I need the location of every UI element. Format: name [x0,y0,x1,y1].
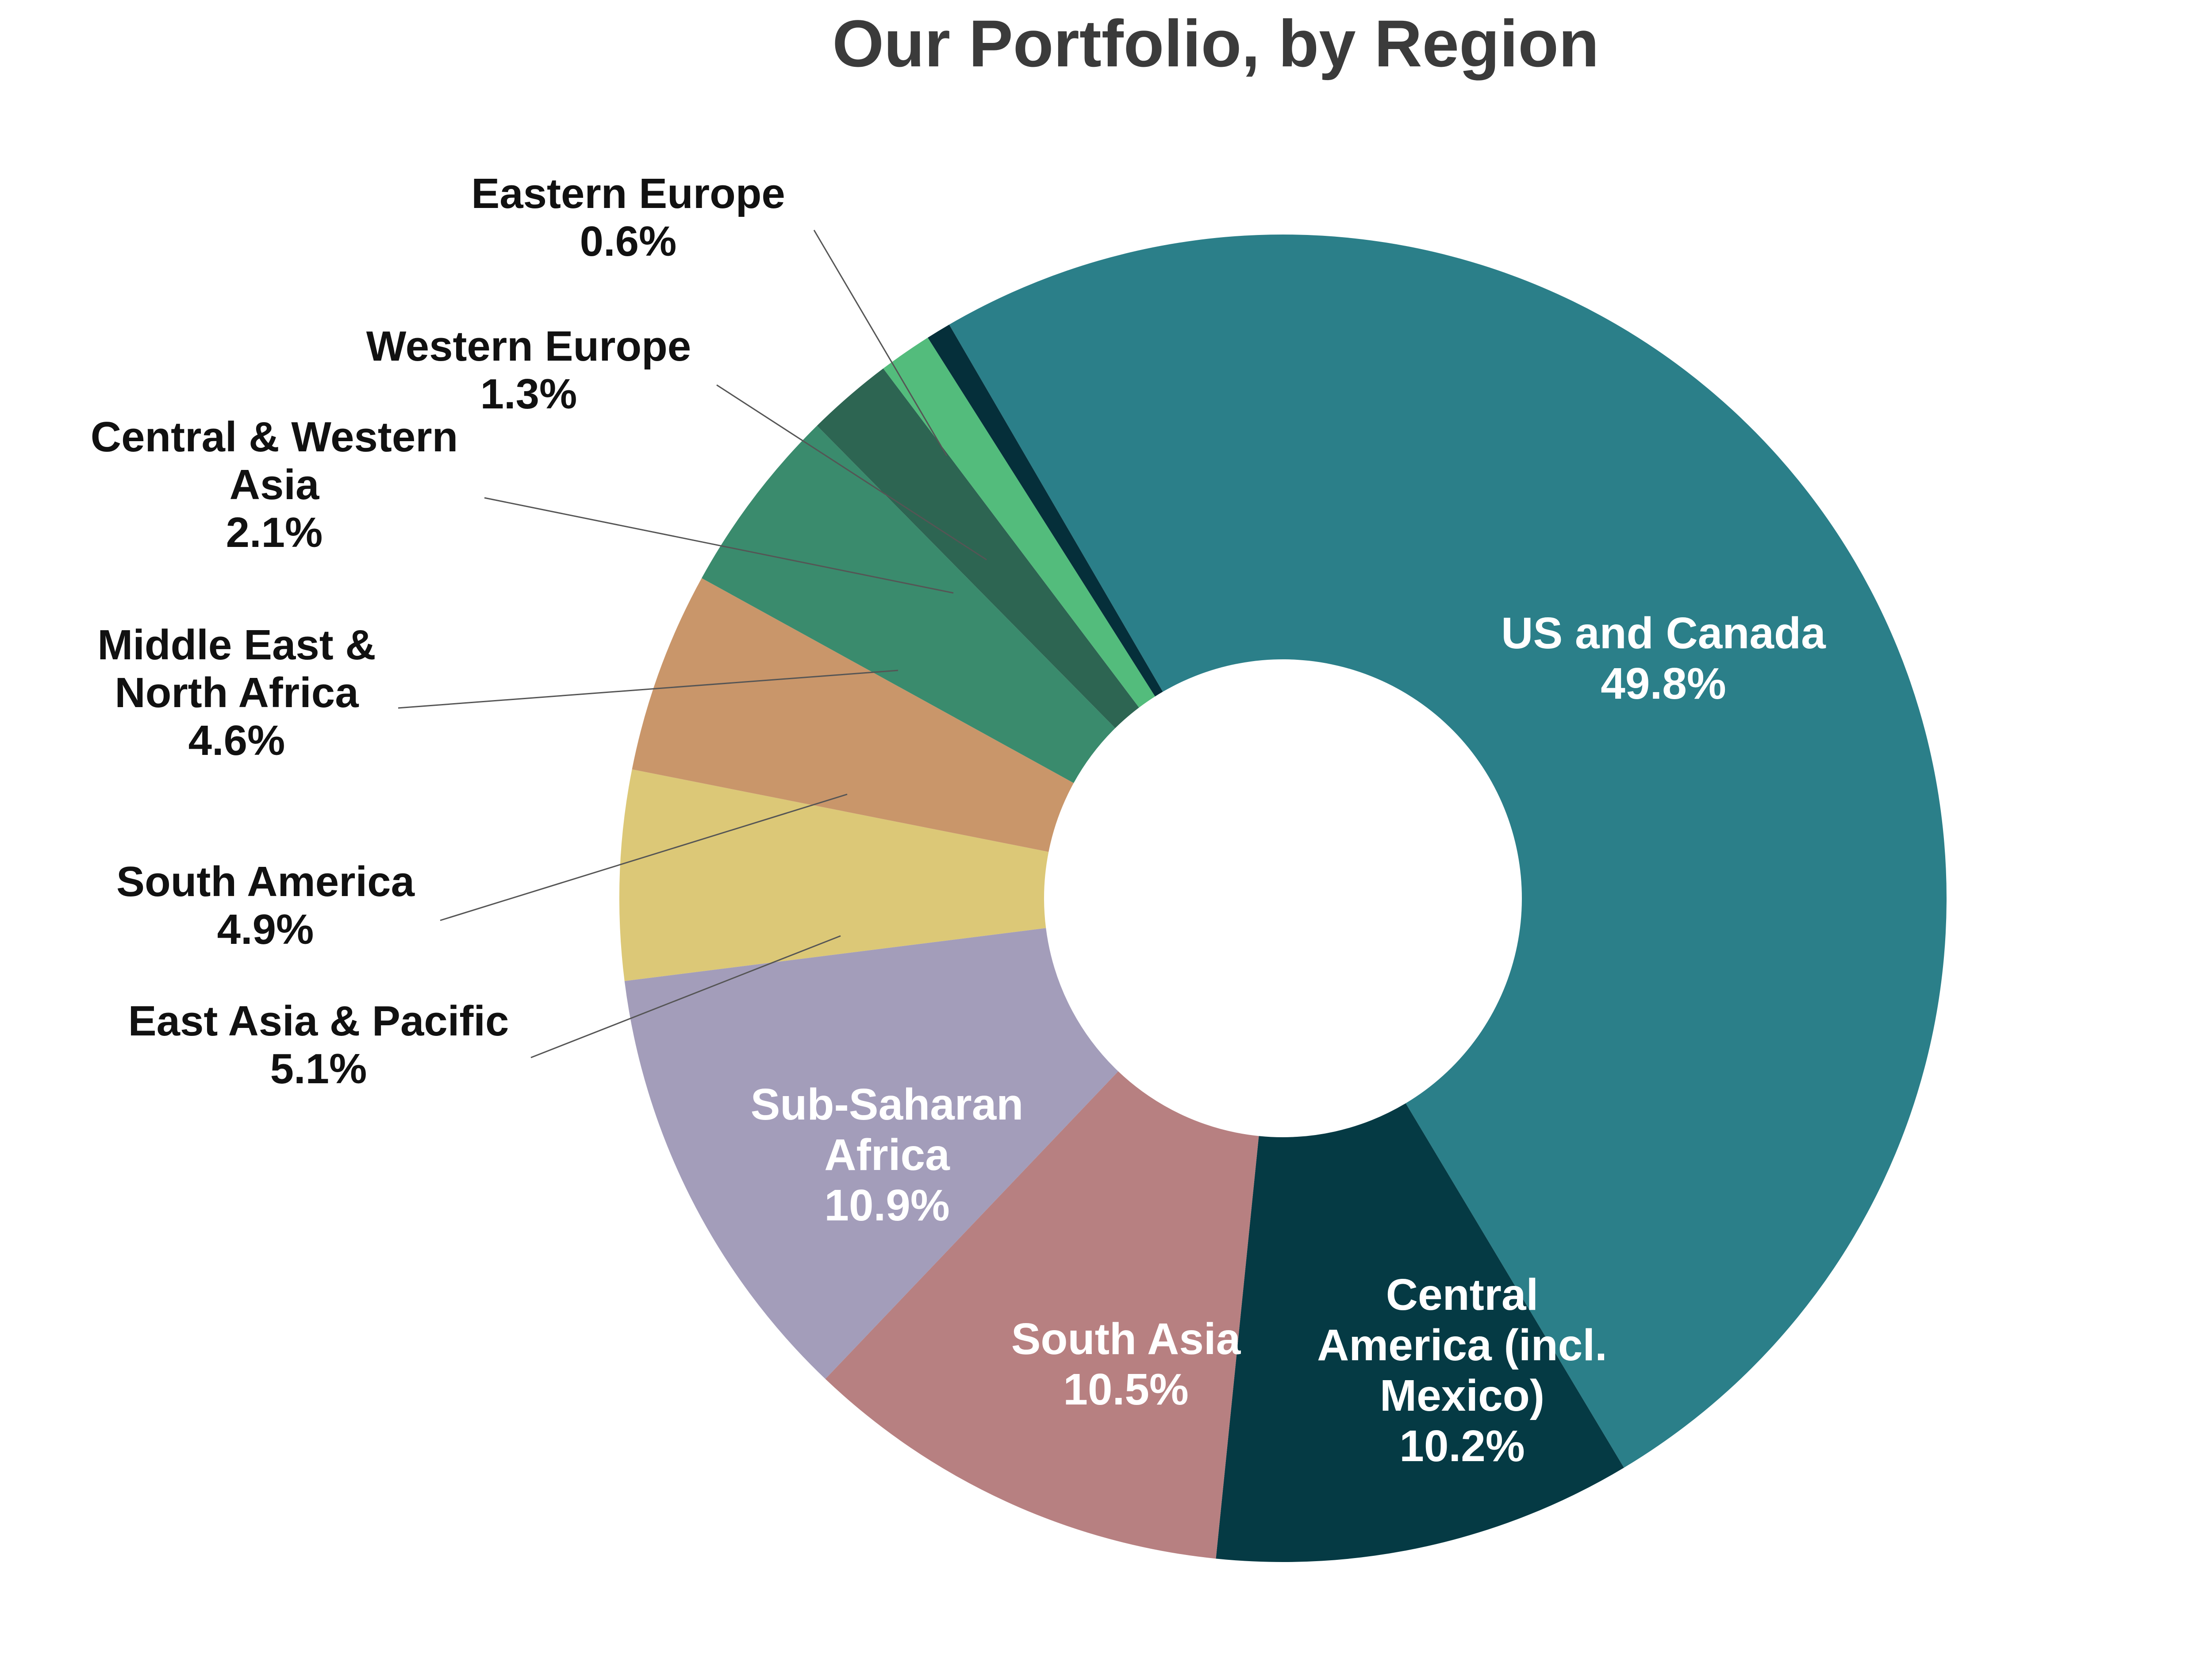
slice-label-central-america-incl-mexico: Central America (incl. Mexico) 10.2% [1317,1270,1607,1471]
slice-name-line: East Asia & Pacific [128,997,509,1045]
slice-value-label: 4.9% [217,906,314,953]
slice-central-western-asia [817,368,1139,728]
slice-name-line: Eastern Europe [471,170,785,217]
slice-us-and-canada [949,234,1947,1468]
slice-value-label: 10.9% [824,1181,950,1230]
slice-name-line: South America [116,858,415,905]
donut-slices [619,234,1947,1562]
leader-line-central-western-asia [484,497,954,594]
slice-name-line: Western Europe [366,323,691,370]
slice-value-label: 2.1% [226,509,323,556]
slice-sub-saharan-africa [624,928,1118,1379]
slice-label-south-america: South America 4.9% [116,858,415,953]
slice-label-us-and-canada: US and Canada 49.8% [1501,608,1826,708]
slice-central-america-incl-mexico [1216,1103,1624,1562]
slice-east-asia-pacific [619,769,1049,981]
slice-name-line: Central & Western [91,413,458,461]
slice-value-label: 5.1% [270,1045,367,1093]
slice-value-label: 0.6% [580,218,677,265]
slice-name-line: Africa [824,1130,950,1180]
slice-name-line: South Asia [1011,1314,1241,1364]
slice-value-label: 4.6% [188,717,285,764]
slice-value-label: 49.8% [1601,659,1726,708]
leader-line-south-america [440,793,848,921]
chart-title: Our Portfolio, by Region [832,6,1599,81]
slice-label-south-asia: South Asia 10.5% [1011,1314,1241,1414]
leader-line-middle-east-north-africa [398,670,899,709]
slice-value-label: 10.5% [1063,1365,1189,1414]
slice-name-line: North Africa [115,669,359,716]
slice-value-label: 10.2% [1399,1421,1525,1471]
slice-name-line: America (incl. [1317,1320,1607,1370]
slice-label-western-europe: Western Europe 1.3% [366,323,691,418]
slice-name-line: Sub-Saharan [751,1080,1024,1129]
slice-label-sub-saharan-africa: Sub-Saharan Africa 10.9% [751,1080,1024,1230]
slice-name-line: Middle East & [97,621,376,669]
slice-label-east-asia-pacific: East Asia & Pacific 5.1% [128,997,509,1093]
slice-label-central-western-asia: Central & Western Asia 2.1% [91,413,458,556]
slice-labels: US and Canada 49.8%Central America (incl. M… [91,170,1826,1471]
slice-western-europe [883,337,1155,708]
slice-south-asia [825,1071,1259,1559]
leader-line-east-asia-pacific [530,935,841,1058]
slice-south-america [632,578,1074,852]
slice-name-line: Mexico) [1380,1371,1544,1420]
slice-name-line: Central [1386,1270,1539,1320]
slice-name-line: Asia [230,461,319,508]
slice-value-label: 1.3% [480,370,577,418]
slice-name-line: US and Canada [1501,608,1826,658]
slice-middle-east-north-africa [702,425,1115,783]
slice-label-middle-east-north-africa: Middle East & North Africa 4.6% [97,621,376,764]
leader-line-western-europe [716,384,987,561]
leader-line-eastern-europe [813,230,948,456]
leader-lines [398,230,987,1058]
slice-label-eastern-europe: Eastern Europe 0.6% [471,170,785,265]
slice-eastern-europe [928,324,1163,696]
